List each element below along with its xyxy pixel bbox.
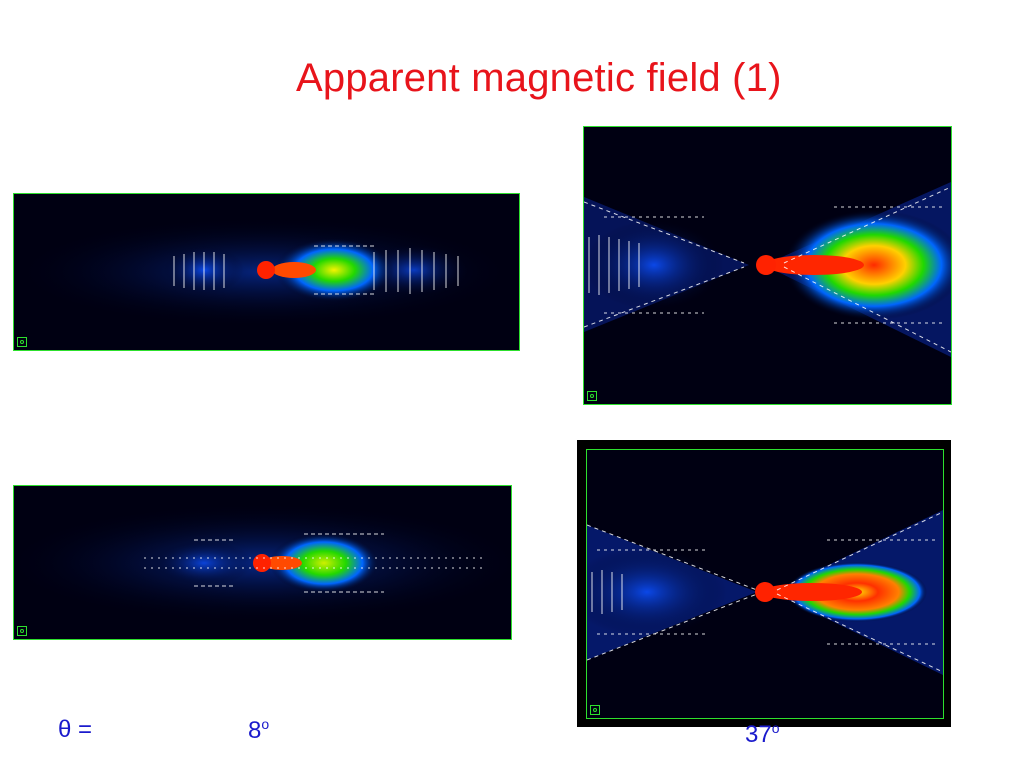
frame-marker-icon — [587, 391, 597, 401]
degree-symbol: o — [771, 720, 780, 736]
theta-label: θ = — [58, 716, 93, 743]
field-image-top-right — [583, 126, 952, 405]
frame-marker-icon — [17, 626, 27, 636]
field-image-bottom-right — [577, 440, 951, 727]
field-image-top-left — [13, 193, 520, 351]
degree-symbol: o — [261, 716, 270, 732]
angle-label-8: 8o — [248, 716, 269, 745]
slide-title: Apparent magnetic field (1) — [296, 56, 782, 100]
angle-label-37: 37o — [745, 720, 780, 749]
angle-value: 8 — [248, 717, 262, 744]
frame-marker-icon — [17, 337, 27, 347]
angle-value: 37 — [745, 721, 772, 748]
field-image-bottom-left — [13, 485, 512, 640]
frame-marker-icon — [590, 705, 600, 715]
